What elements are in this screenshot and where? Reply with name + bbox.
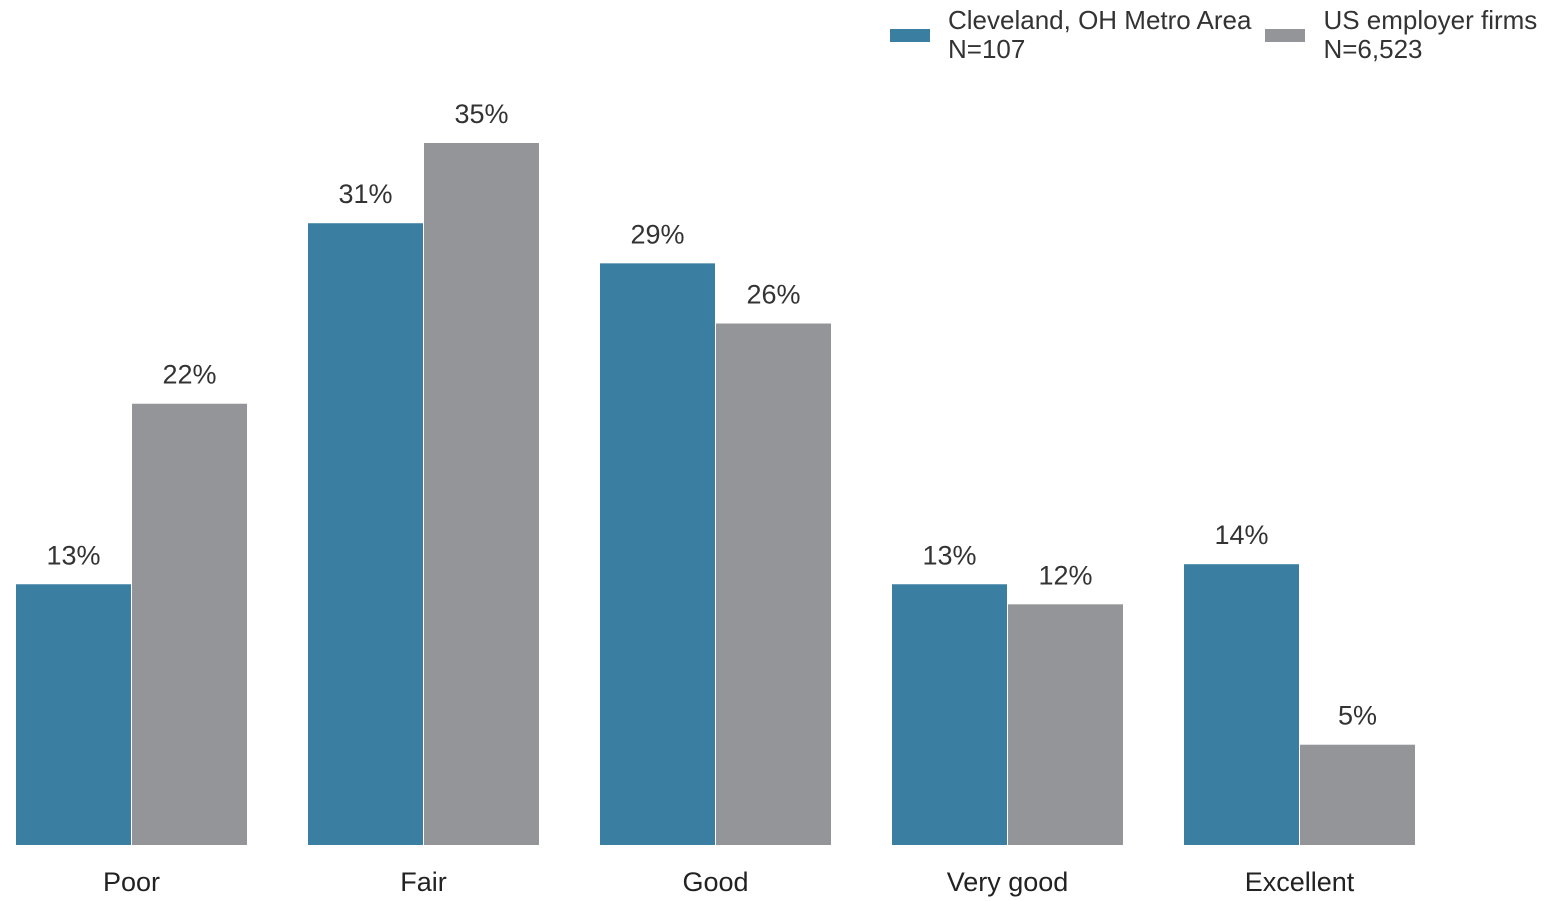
category-label-excellent: Excellent bbox=[1245, 867, 1355, 897]
bar-poor-series-1 bbox=[132, 403, 247, 845]
bar-fair-series-1 bbox=[424, 143, 539, 845]
bars-layer bbox=[16, 143, 1415, 845]
category-label-poor: Poor bbox=[103, 867, 160, 897]
value-label-poor-series-0: 13% bbox=[46, 540, 100, 570]
value-label-fair-series-0: 31% bbox=[338, 179, 392, 209]
legend-item-us-employer-firms: US employer firms N=6,523 bbox=[1265, 6, 1537, 64]
bar-poor-series-0 bbox=[16, 584, 131, 845]
bar-good-series-0 bbox=[600, 263, 715, 845]
value-label-good-series-0: 29% bbox=[630, 219, 684, 249]
legend-series-name: US employer firms bbox=[1323, 5, 1538, 35]
legend-series-sample: N=6,523 bbox=[1323, 34, 1423, 64]
value-label-excellent-series-1: 5% bbox=[1338, 701, 1377, 731]
value-label-poor-series-1: 22% bbox=[162, 360, 216, 390]
bar-excellent-series-1 bbox=[1300, 744, 1415, 845]
bar-fair-series-0 bbox=[308, 223, 423, 845]
value-label-fair-series-1: 35% bbox=[454, 99, 508, 129]
legend-series-sample: N=107 bbox=[948, 34, 1026, 64]
legend-series-name: Cleveland, OH Metro Area bbox=[948, 5, 1252, 35]
legend-text-cleveland: Cleveland, OH Metro Area N=107 bbox=[948, 6, 1251, 64]
value-labels-layer: 13% 22% 31% 35% 29% 26% 13% 12% 14% 5% bbox=[46, 99, 1377, 731]
bar-very-good-series-0 bbox=[892, 584, 1007, 845]
category-label-good: Good bbox=[682, 867, 748, 897]
legend-text-us-employer-firms: US employer firms N=6,523 bbox=[1323, 6, 1537, 64]
category-label-very-good: Very good bbox=[947, 867, 1069, 897]
category-labels-layer: Poor Fair Good Very good Excellent bbox=[103, 867, 1355, 897]
bar-excellent-series-0 bbox=[1184, 564, 1299, 845]
value-label-excellent-series-0: 14% bbox=[1214, 520, 1268, 550]
bar-very-good-series-1 bbox=[1008, 604, 1123, 845]
bar-good-series-1 bbox=[716, 323, 831, 845]
value-label-very-good-series-0: 13% bbox=[922, 540, 976, 570]
legend-swatch-us-employer-firms bbox=[1265, 28, 1306, 42]
chart-legend: Cleveland, OH Metro Area N=107 US employ… bbox=[890, 6, 1537, 64]
legend-swatch-cleveland bbox=[890, 28, 930, 42]
category-label-fair: Fair bbox=[400, 867, 447, 897]
value-label-good-series-1: 26% bbox=[746, 280, 800, 310]
legend-item-cleveland: Cleveland, OH Metro Area N=107 bbox=[890, 6, 1251, 64]
value-label-very-good-series-1: 12% bbox=[1038, 560, 1092, 590]
